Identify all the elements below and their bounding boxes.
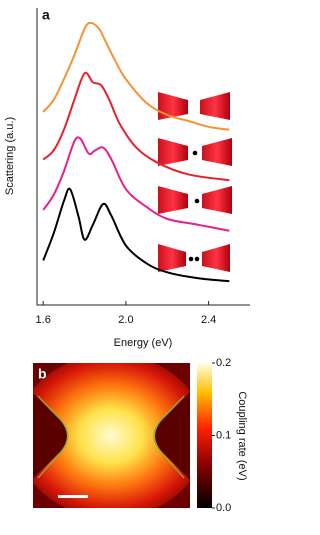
series-line	[42, 71, 230, 182]
panel-b: b Coupling rate (eV)	[33, 363, 248, 508]
series-line	[42, 21, 230, 131]
x-tick-label: 2.4	[201, 314, 216, 326]
panel-a: a Energy (eV) Scattering (a.u.)	[4, 7, 250, 349]
figure: a Energy (eV) Scattering (a.u.) b Coupli…	[4, 7, 250, 514]
panel-label: b	[38, 366, 47, 382]
y-axis-label: Scattering (a.u.)	[4, 117, 16, 195]
axes	[36, 8, 250, 306]
colorbar-tick-label: 0.0	[216, 502, 231, 514]
colorbar-label: Coupling rate (eV)	[236, 391, 248, 480]
x-axis-label: Energy (eV)	[114, 337, 173, 349]
series-line	[42, 136, 230, 232]
series-line	[42, 187, 230, 283]
colorbar-tick-label: 0.2	[216, 357, 231, 369]
colorbar	[197, 363, 212, 508]
x-tick-label: 2.0	[118, 314, 133, 326]
colorbar-tick-label: 0.1	[216, 429, 231, 441]
heatmap-image	[33, 363, 190, 508]
x-tick-label: 1.6	[36, 314, 51, 326]
inset-dimers	[158, 92, 232, 272]
panel-label: a	[42, 7, 50, 23]
